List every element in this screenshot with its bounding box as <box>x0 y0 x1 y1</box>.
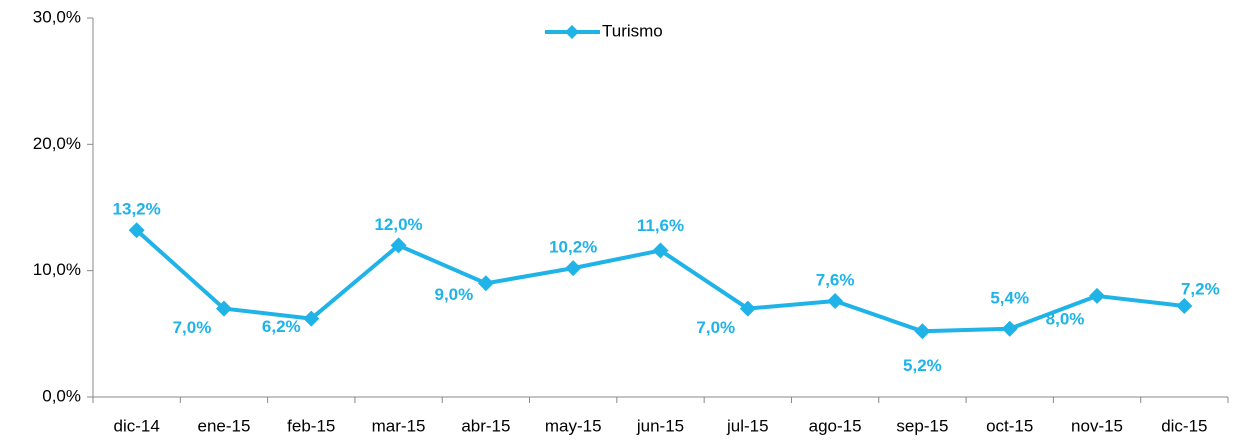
x-tick-label: feb-15 <box>287 416 335 435</box>
data-label: 7,6% <box>816 270 855 289</box>
y-tick-label: 0,0% <box>42 386 81 405</box>
data-label: 12,0% <box>374 215 422 234</box>
x-tick-label: mar-15 <box>372 416 426 435</box>
data-label: 5,4% <box>990 288 1029 307</box>
x-tick-label: dic-15 <box>1161 416 1207 435</box>
marker <box>1089 287 1106 304</box>
marker <box>914 323 931 340</box>
data-label: 5,2% <box>903 356 942 375</box>
x-tick-label: jun-15 <box>636 416 684 435</box>
x-tick-label: ago-15 <box>809 416 862 435</box>
legend-label: Turismo <box>602 21 663 40</box>
marker <box>652 242 669 259</box>
marker <box>128 222 145 239</box>
legend-marker <box>565 25 579 39</box>
data-label: 8,0% <box>1046 309 1085 328</box>
x-tick-label: abr-15 <box>461 416 510 435</box>
marker <box>739 300 756 317</box>
x-tick-label: ene-15 <box>197 416 250 435</box>
marker <box>1001 320 1018 337</box>
data-label: 6,2% <box>262 317 301 336</box>
data-label: 13,2% <box>113 200 161 219</box>
x-tick-label: jul-15 <box>726 416 769 435</box>
y-tick-label: 20,0% <box>33 134 81 153</box>
marker <box>390 237 407 254</box>
marker <box>565 260 582 277</box>
marker <box>303 310 320 327</box>
y-tick-label: 30,0% <box>33 7 81 26</box>
data-label: 9,0% <box>435 285 474 304</box>
data-label: 7,0% <box>696 318 735 337</box>
marker <box>215 300 232 317</box>
marker <box>1176 298 1193 315</box>
y-tick-label: 10,0% <box>33 260 81 279</box>
x-tick-label: may-15 <box>545 416 602 435</box>
data-label: 7,0% <box>173 318 212 337</box>
data-label: 7,2% <box>1181 280 1220 299</box>
x-tick-label: nov-15 <box>1071 416 1123 435</box>
x-tick-label: dic-14 <box>113 416 159 435</box>
data-label: 10,2% <box>549 238 597 257</box>
marker <box>827 292 844 309</box>
data-label: 11,6% <box>637 216 684 235</box>
x-tick-label: sep-15 <box>896 416 948 435</box>
x-tick-label: oct-15 <box>986 416 1033 435</box>
marker <box>477 275 494 292</box>
